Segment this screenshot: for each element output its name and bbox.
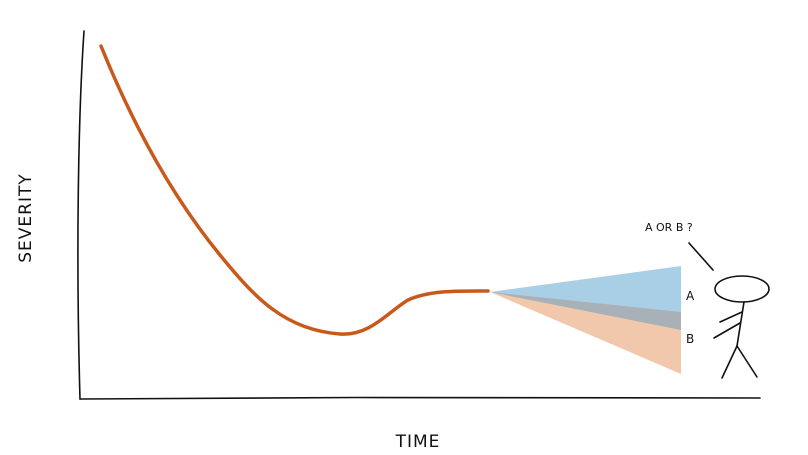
- y-axis-label: SEVERITY: [16, 173, 36, 263]
- branch-a-label: A: [686, 289, 695, 303]
- speech-text: A OR B ?: [645, 221, 693, 234]
- branch-b-label: B: [686, 332, 694, 346]
- x-axis-label: TIME: [395, 432, 441, 452]
- figure-arm-lower: [713, 322, 741, 339]
- branch-overlap-region: [490, 292, 681, 330]
- stick-figure: [713, 275, 770, 379]
- severity-curve: [99, 44, 490, 336]
- figure-arm-upper: [719, 311, 743, 323]
- speech-pointer: [688, 242, 714, 271]
- figure-leg-left: [721, 345, 738, 379]
- y-axis: [77, 30, 85, 400]
- figure-head: [714, 275, 770, 303]
- figure-body: [736, 301, 745, 347]
- x-axis: [79, 396, 761, 400]
- figure-leg-right: [736, 345, 758, 378]
